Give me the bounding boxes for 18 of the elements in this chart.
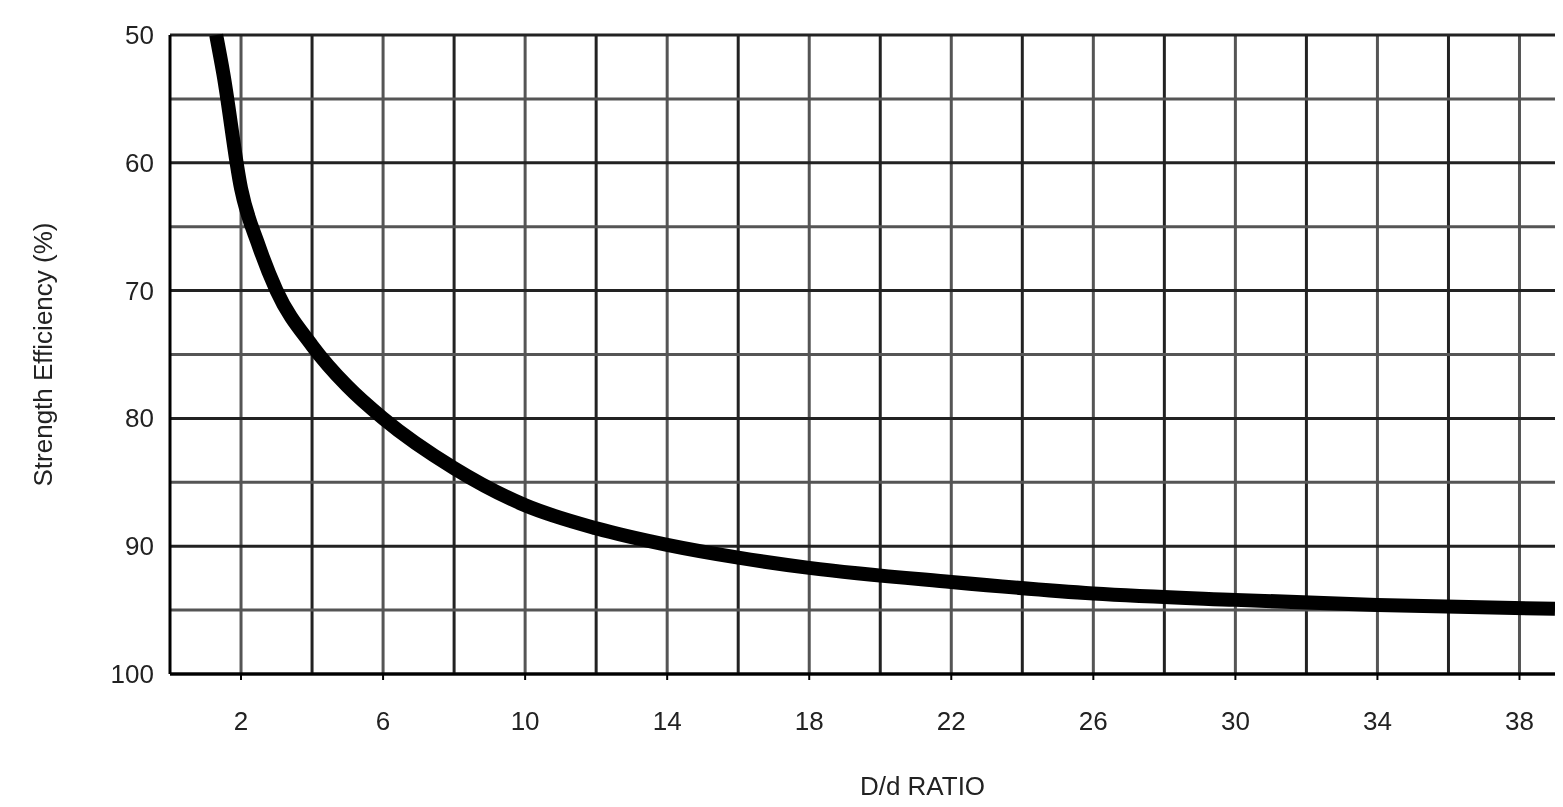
y-tick-label: 100 — [110, 659, 154, 689]
x-tick-label: 18 — [794, 706, 824, 736]
y-tick-label: 90 — [125, 531, 154, 562]
y-axis-title: Strength Efficiency (%) — [28, 222, 58, 487]
x-tick-label: 38 — [1505, 706, 1534, 736]
x-axis-title: D/d RATIO — [859, 771, 986, 801]
y-tick-label: 50 — [125, 20, 154, 50]
x-tick-label: 2 — [233, 706, 249, 736]
x-tick-label: 22 — [936, 706, 966, 736]
y-tick-label: 80 — [125, 403, 154, 434]
y-tick-label: 70 — [125, 275, 154, 306]
x-tick-label: 30 — [1220, 706, 1250, 736]
x-tick-label: 34 — [1362, 706, 1392, 736]
x-tick-label: 26 — [1078, 706, 1108, 736]
x-tick-label: 10 — [510, 706, 540, 736]
y-tick-label: 60 — [125, 147, 154, 178]
x-tick-label: 14 — [652, 706, 682, 736]
x-tick-label: 6 — [375, 706, 391, 736]
